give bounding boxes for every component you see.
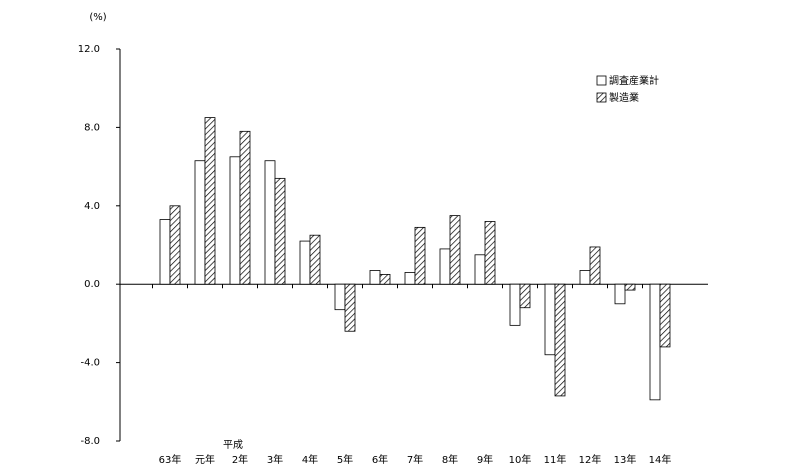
- bar: [659, 283, 671, 348]
- bar: [169, 205, 181, 285]
- bar: [309, 234, 321, 285]
- bar: [589, 246, 601, 285]
- legend-swatch: [596, 75, 607, 86]
- bar: [439, 248, 451, 285]
- bar: [509, 283, 521, 326]
- x-tick-label: 8年: [442, 453, 458, 466]
- bar: [264, 160, 276, 285]
- bar: [404, 272, 416, 285]
- bar: [414, 226, 426, 285]
- x-tick-label: 11年: [544, 453, 567, 466]
- bar: [299, 240, 311, 285]
- bar: [344, 283, 356, 332]
- bar: [449, 215, 461, 285]
- legend-swatch: [596, 92, 607, 103]
- x-tick-label: 4年: [302, 453, 318, 466]
- unit-label: (%): [89, 12, 106, 23]
- y-tick-label: 4.0: [84, 201, 100, 212]
- y-tick-label: 0.0: [84, 279, 100, 290]
- legend-label: 製造業: [609, 91, 639, 104]
- bar: [649, 283, 661, 401]
- legend-label: 調査産業計: [609, 74, 659, 87]
- x-tick-label: 元年: [195, 453, 215, 466]
- bar: [369, 270, 381, 285]
- x-tick-label: 5年: [337, 453, 353, 466]
- bar: [239, 130, 251, 285]
- y-tick-label: -4.0: [80, 358, 100, 369]
- bar: [474, 254, 486, 285]
- bar: [274, 177, 286, 285]
- bar: [334, 283, 346, 311]
- x-tick-label: 2年: [232, 453, 248, 466]
- x-tick-label: 3年: [267, 453, 283, 466]
- bar: [554, 283, 566, 397]
- x-tick-label: 7年: [407, 453, 423, 466]
- bar: [194, 160, 206, 285]
- bar: [579, 270, 591, 285]
- x-tick-label: 14年: [649, 453, 672, 466]
- bar: [159, 219, 171, 285]
- x-tick-label: 10年: [509, 453, 532, 466]
- y-tick-label: 12.0: [78, 44, 100, 55]
- x-tick-label: 9年: [477, 453, 493, 466]
- bar: [614, 283, 626, 305]
- y-tick-label: 8.0: [84, 122, 100, 133]
- bar: [544, 283, 556, 356]
- bar: [204, 117, 216, 285]
- bar: [519, 283, 531, 309]
- x-tick-label: 12年: [579, 453, 602, 466]
- bar: [624, 283, 636, 291]
- x-tick-label: 63年: [159, 453, 182, 466]
- bar: [379, 273, 391, 285]
- era-label: 平成: [223, 439, 243, 451]
- bar: [484, 221, 496, 285]
- x-tick-label: 6年: [372, 453, 388, 466]
- y-tick-label: -8.0: [80, 436, 100, 447]
- x-tick-label: 13年: [614, 453, 637, 466]
- bar: [229, 156, 241, 285]
